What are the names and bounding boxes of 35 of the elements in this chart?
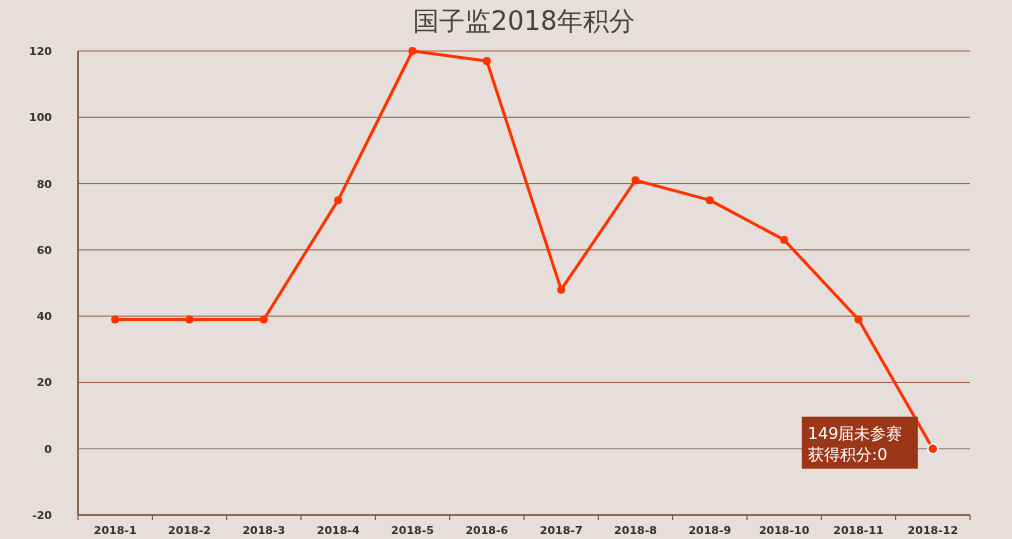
x-tick-label: 2018-5 bbox=[391, 524, 434, 537]
x-tick-label: 2018-9 bbox=[688, 524, 732, 537]
point bbox=[854, 315, 863, 324]
annotation: 149届未参赛 bbox=[807, 423, 903, 443]
point bbox=[780, 235, 789, 244]
tooltip: 149届未参赛 获得积分:0 bbox=[801, 416, 918, 469]
x-tick-label: 2018-6 bbox=[465, 524, 509, 537]
point bbox=[185, 315, 194, 324]
x-tick-label: 2018-7 bbox=[539, 524, 583, 537]
point bbox=[408, 47, 417, 55]
point bbox=[482, 56, 491, 65]
point bbox=[334, 196, 343, 205]
x-tick-label: 2018-1 bbox=[93, 524, 137, 537]
point bbox=[259, 315, 268, 324]
point bbox=[631, 176, 640, 185]
chart-title: 国子监2018年积分 bbox=[412, 6, 636, 36]
point bbox=[705, 196, 714, 205]
x-tick-label: 2018-11 bbox=[833, 524, 884, 537]
y-tick-label: 40 bbox=[36, 310, 53, 324]
point bbox=[111, 315, 120, 324]
x-tick-label: 2018-10 bbox=[758, 524, 810, 537]
point bbox=[557, 285, 566, 294]
x-tick-label: 2018-12 bbox=[907, 524, 959, 537]
y-tick-label: 20 bbox=[36, 376, 53, 390]
y-tick-label: 60 bbox=[36, 243, 53, 257]
y-tick-label: 80 bbox=[36, 177, 53, 191]
annotation: 获得积分:0 bbox=[807, 444, 888, 464]
x-tick-label: 2018-3 bbox=[242, 524, 286, 537]
y-tick-label: 0 bbox=[44, 442, 53, 456]
y-tick-label: 120 bbox=[29, 45, 53, 58]
x-tick-label: 2018-2 bbox=[168, 524, 211, 537]
y-tick-label: -20 bbox=[32, 509, 53, 522]
y-tick-label: 100 bbox=[29, 111, 53, 125]
x-tick-label: 2018-8 bbox=[614, 524, 657, 537]
x-tick-label: 2018-4 bbox=[316, 524, 360, 537]
